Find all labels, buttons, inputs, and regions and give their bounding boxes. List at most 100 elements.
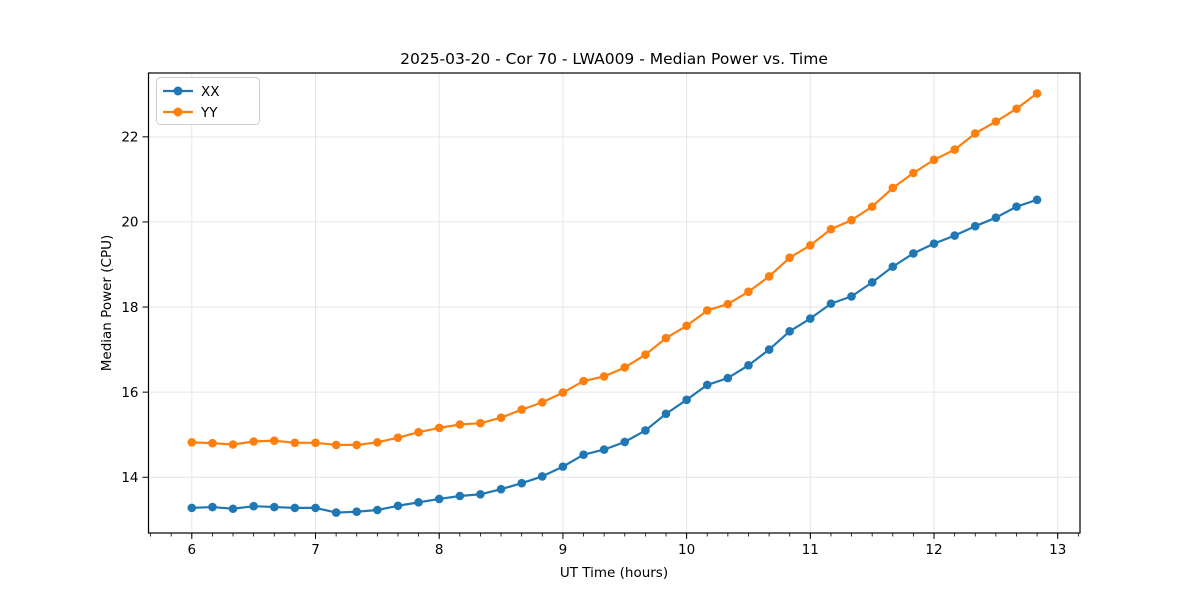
y-axis-label: Median Power (CPU) [99, 235, 115, 371]
data-point-YY [228, 440, 238, 449]
legend-marker-XX [173, 86, 183, 96]
data-point-XX [1032, 195, 1042, 205]
data-point-YY [331, 440, 341, 450]
data-point-YY [373, 438, 382, 447]
data-point-YY [702, 306, 712, 315]
data-point-XX [414, 498, 423, 507]
plot-area: 6 7 8 9 10 11 12 13 14 16 18 20 22 XX YY [121, 72, 1081, 558]
x-tick-label: 11 [802, 542, 819, 558]
legend-marker-YY [173, 107, 183, 117]
data-point-YY [434, 423, 444, 433]
y-tick-label: 14 [121, 470, 138, 486]
plot-frame [147, 72, 1081, 534]
x-tick-label: 9 [559, 542, 568, 558]
data-point-XX [909, 249, 918, 258]
chart-title: 2025-03-20 - Cor 70 - LWA009 - Median Po… [400, 50, 828, 68]
data-point-XX [270, 502, 279, 512]
data-point-XX [806, 314, 815, 323]
data-point-YY [744, 287, 753, 297]
data-point-XX [991, 213, 1001, 222]
data-point-YY [806, 241, 815, 250]
y-tick-label: 22 [121, 130, 138, 146]
data-point-XX [620, 437, 630, 447]
data-point-XX [290, 503, 300, 513]
data-point-YY [950, 145, 959, 154]
data-point-YY [1012, 104, 1021, 114]
data-point-XX [702, 380, 712, 390]
plot-background [148, 73, 1080, 533]
data-point-YY [476, 418, 485, 428]
data-point-XX [311, 503, 320, 513]
data-point-XX [888, 262, 898, 271]
data-point-YY [682, 321, 691, 331]
data-point-YY [352, 440, 362, 450]
y-tick-label: 16 [121, 385, 138, 401]
data-point-XX [373, 505, 382, 515]
data-point-XX [764, 345, 774, 354]
x-tick-label: 13 [1049, 542, 1066, 558]
data-point-YY [187, 438, 197, 447]
data-point-YY [393, 433, 403, 442]
data-point-YY [249, 437, 258, 446]
data-point-YY [888, 183, 898, 193]
data-point-YY [641, 350, 650, 360]
x-tick-label: 7 [311, 542, 320, 558]
data-point-XX [1012, 202, 1021, 211]
data-point-YY [661, 333, 671, 343]
legend-label-YY: YY [200, 105, 218, 121]
series-XX [187, 195, 1042, 517]
data-point-XX [476, 489, 485, 499]
x-tick-label: 8 [435, 542, 444, 558]
data-point-XX [661, 409, 671, 419]
legend-label-XX: XX [201, 84, 220, 100]
data-point-YY [847, 215, 856, 225]
data-point-YY [496, 413, 506, 422]
data-point-YY [785, 253, 794, 262]
data-point-YY [599, 372, 609, 381]
data-point-YY [290, 438, 300, 448]
data-point-XX [187, 503, 197, 513]
x-tick-label: 12 [925, 542, 942, 558]
data-point-XX [641, 426, 650, 435]
data-point-YY [991, 117, 1001, 126]
data-point-XX [517, 478, 527, 488]
x-tick-label: 6 [187, 542, 196, 558]
data-point-YY [867, 202, 877, 211]
data-point-YY [970, 129, 980, 138]
data-point-YY [517, 405, 527, 414]
data-point-YY [909, 168, 918, 178]
data-point-XX [249, 501, 258, 511]
data-point-XX [579, 450, 588, 460]
data-point-XX [599, 445, 609, 454]
data-point-YY [620, 363, 630, 372]
data-point-XX [434, 494, 444, 504]
data-point-XX [558, 462, 568, 471]
data-point-XX [331, 508, 341, 517]
data-point-XX [970, 221, 980, 231]
data-point-XX [785, 327, 794, 336]
data-point-XX [744, 361, 753, 370]
data-point-YY [723, 299, 733, 309]
data-point-XX [826, 299, 836, 308]
data-point-XX [208, 502, 217, 512]
x-tick-label: 10 [678, 542, 695, 558]
data-point-YY [208, 438, 217, 448]
data-point-XX [950, 231, 959, 240]
data-point-YY [1032, 89, 1042, 98]
data-point-XX [723, 373, 733, 383]
legend: XX YY [156, 77, 260, 125]
data-point-XX [929, 239, 939, 248]
data-point-XX [867, 278, 877, 287]
data-point-XX [496, 484, 506, 494]
data-point-YY [270, 436, 279, 445]
data-point-XX [537, 472, 547, 481]
data-point-YY [537, 398, 547, 407]
data-point-YY [826, 224, 836, 234]
data-point-XX [228, 504, 238, 514]
data-point-YY [414, 427, 423, 437]
data-point-XX [393, 501, 403, 511]
data-point-XX [847, 292, 856, 301]
data-point-YY [455, 420, 465, 429]
